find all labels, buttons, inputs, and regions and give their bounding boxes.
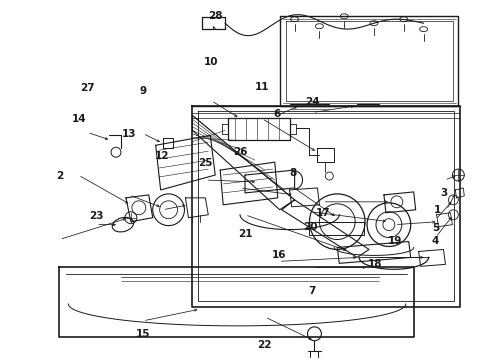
Text: 7: 7 bbox=[308, 287, 316, 296]
Text: 2: 2 bbox=[56, 171, 63, 181]
Text: 21: 21 bbox=[238, 229, 252, 239]
Text: 23: 23 bbox=[90, 211, 104, 221]
Text: 25: 25 bbox=[198, 158, 212, 168]
Text: 16: 16 bbox=[272, 250, 286, 260]
Text: 24: 24 bbox=[305, 97, 319, 107]
Text: 9: 9 bbox=[139, 86, 147, 96]
Text: 20: 20 bbox=[303, 222, 318, 232]
Text: 15: 15 bbox=[136, 329, 150, 339]
Text: 13: 13 bbox=[122, 129, 137, 139]
Text: 22: 22 bbox=[257, 340, 271, 350]
Text: 1: 1 bbox=[434, 205, 441, 215]
Text: 14: 14 bbox=[72, 113, 86, 123]
Text: 10: 10 bbox=[204, 57, 218, 67]
Text: 27: 27 bbox=[80, 83, 94, 93]
Text: 4: 4 bbox=[432, 236, 440, 246]
Text: 17: 17 bbox=[316, 208, 330, 218]
Text: 28: 28 bbox=[209, 11, 223, 21]
Text: 12: 12 bbox=[155, 151, 170, 161]
Text: 26: 26 bbox=[233, 147, 247, 157]
Text: 11: 11 bbox=[255, 82, 270, 92]
Circle shape bbox=[367, 203, 411, 247]
Text: 8: 8 bbox=[289, 168, 296, 178]
Text: 18: 18 bbox=[368, 259, 383, 269]
Text: 3: 3 bbox=[441, 188, 448, 198]
Text: 19: 19 bbox=[388, 237, 402, 247]
Text: 5: 5 bbox=[432, 223, 439, 233]
Text: 6: 6 bbox=[273, 109, 280, 119]
